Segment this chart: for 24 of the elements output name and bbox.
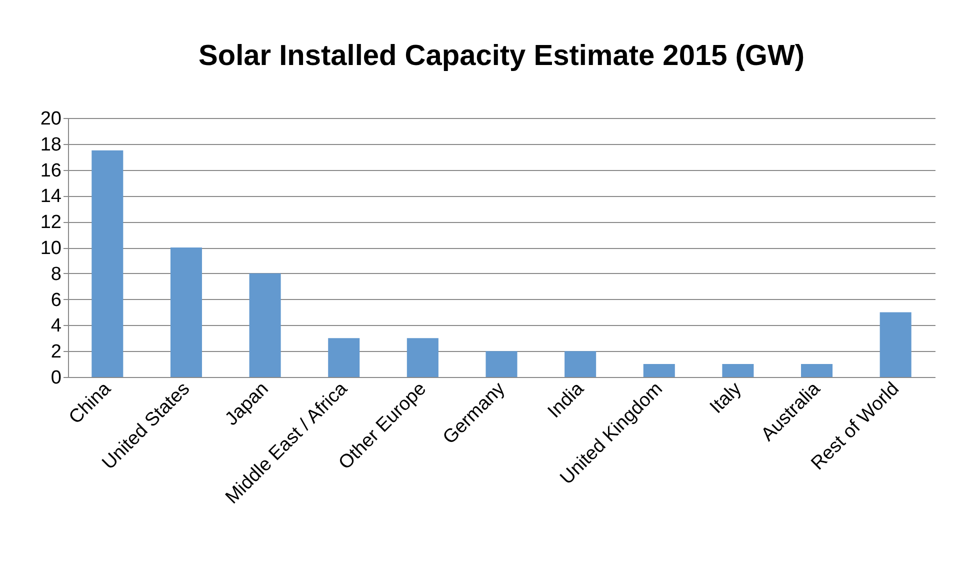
- y-tick-label: 4: [50, 316, 62, 337]
- y-tick-label: 8: [50, 264, 62, 285]
- bar: [486, 351, 518, 377]
- y-tick-label: 16: [40, 160, 62, 182]
- y-tick-label: 10: [40, 238, 62, 259]
- y-tick-label: 2: [50, 342, 62, 363]
- y-tick-label: 18: [40, 134, 62, 156]
- y-tick-label: 0: [50, 368, 62, 388]
- y-tick-label: 14: [40, 186, 62, 208]
- bar: [722, 364, 754, 377]
- chart-title: Solar Installed Capacity Estimate 2015 (GW): [198, 40, 804, 72]
- bar: [643, 364, 675, 377]
- bar: [328, 338, 360, 377]
- bar: [170, 248, 202, 377]
- y-tick-label: 20: [40, 108, 62, 130]
- y-tick-label: 12: [40, 212, 62, 234]
- bar: [564, 351, 596, 377]
- bar: [406, 338, 438, 377]
- bar: [880, 312, 912, 377]
- bar: [801, 364, 833, 377]
- y-tick-label: 6: [50, 290, 62, 311]
- x-tick-label: Italy: [706, 378, 746, 418]
- bar: [92, 150, 124, 377]
- bar: [249, 273, 281, 377]
